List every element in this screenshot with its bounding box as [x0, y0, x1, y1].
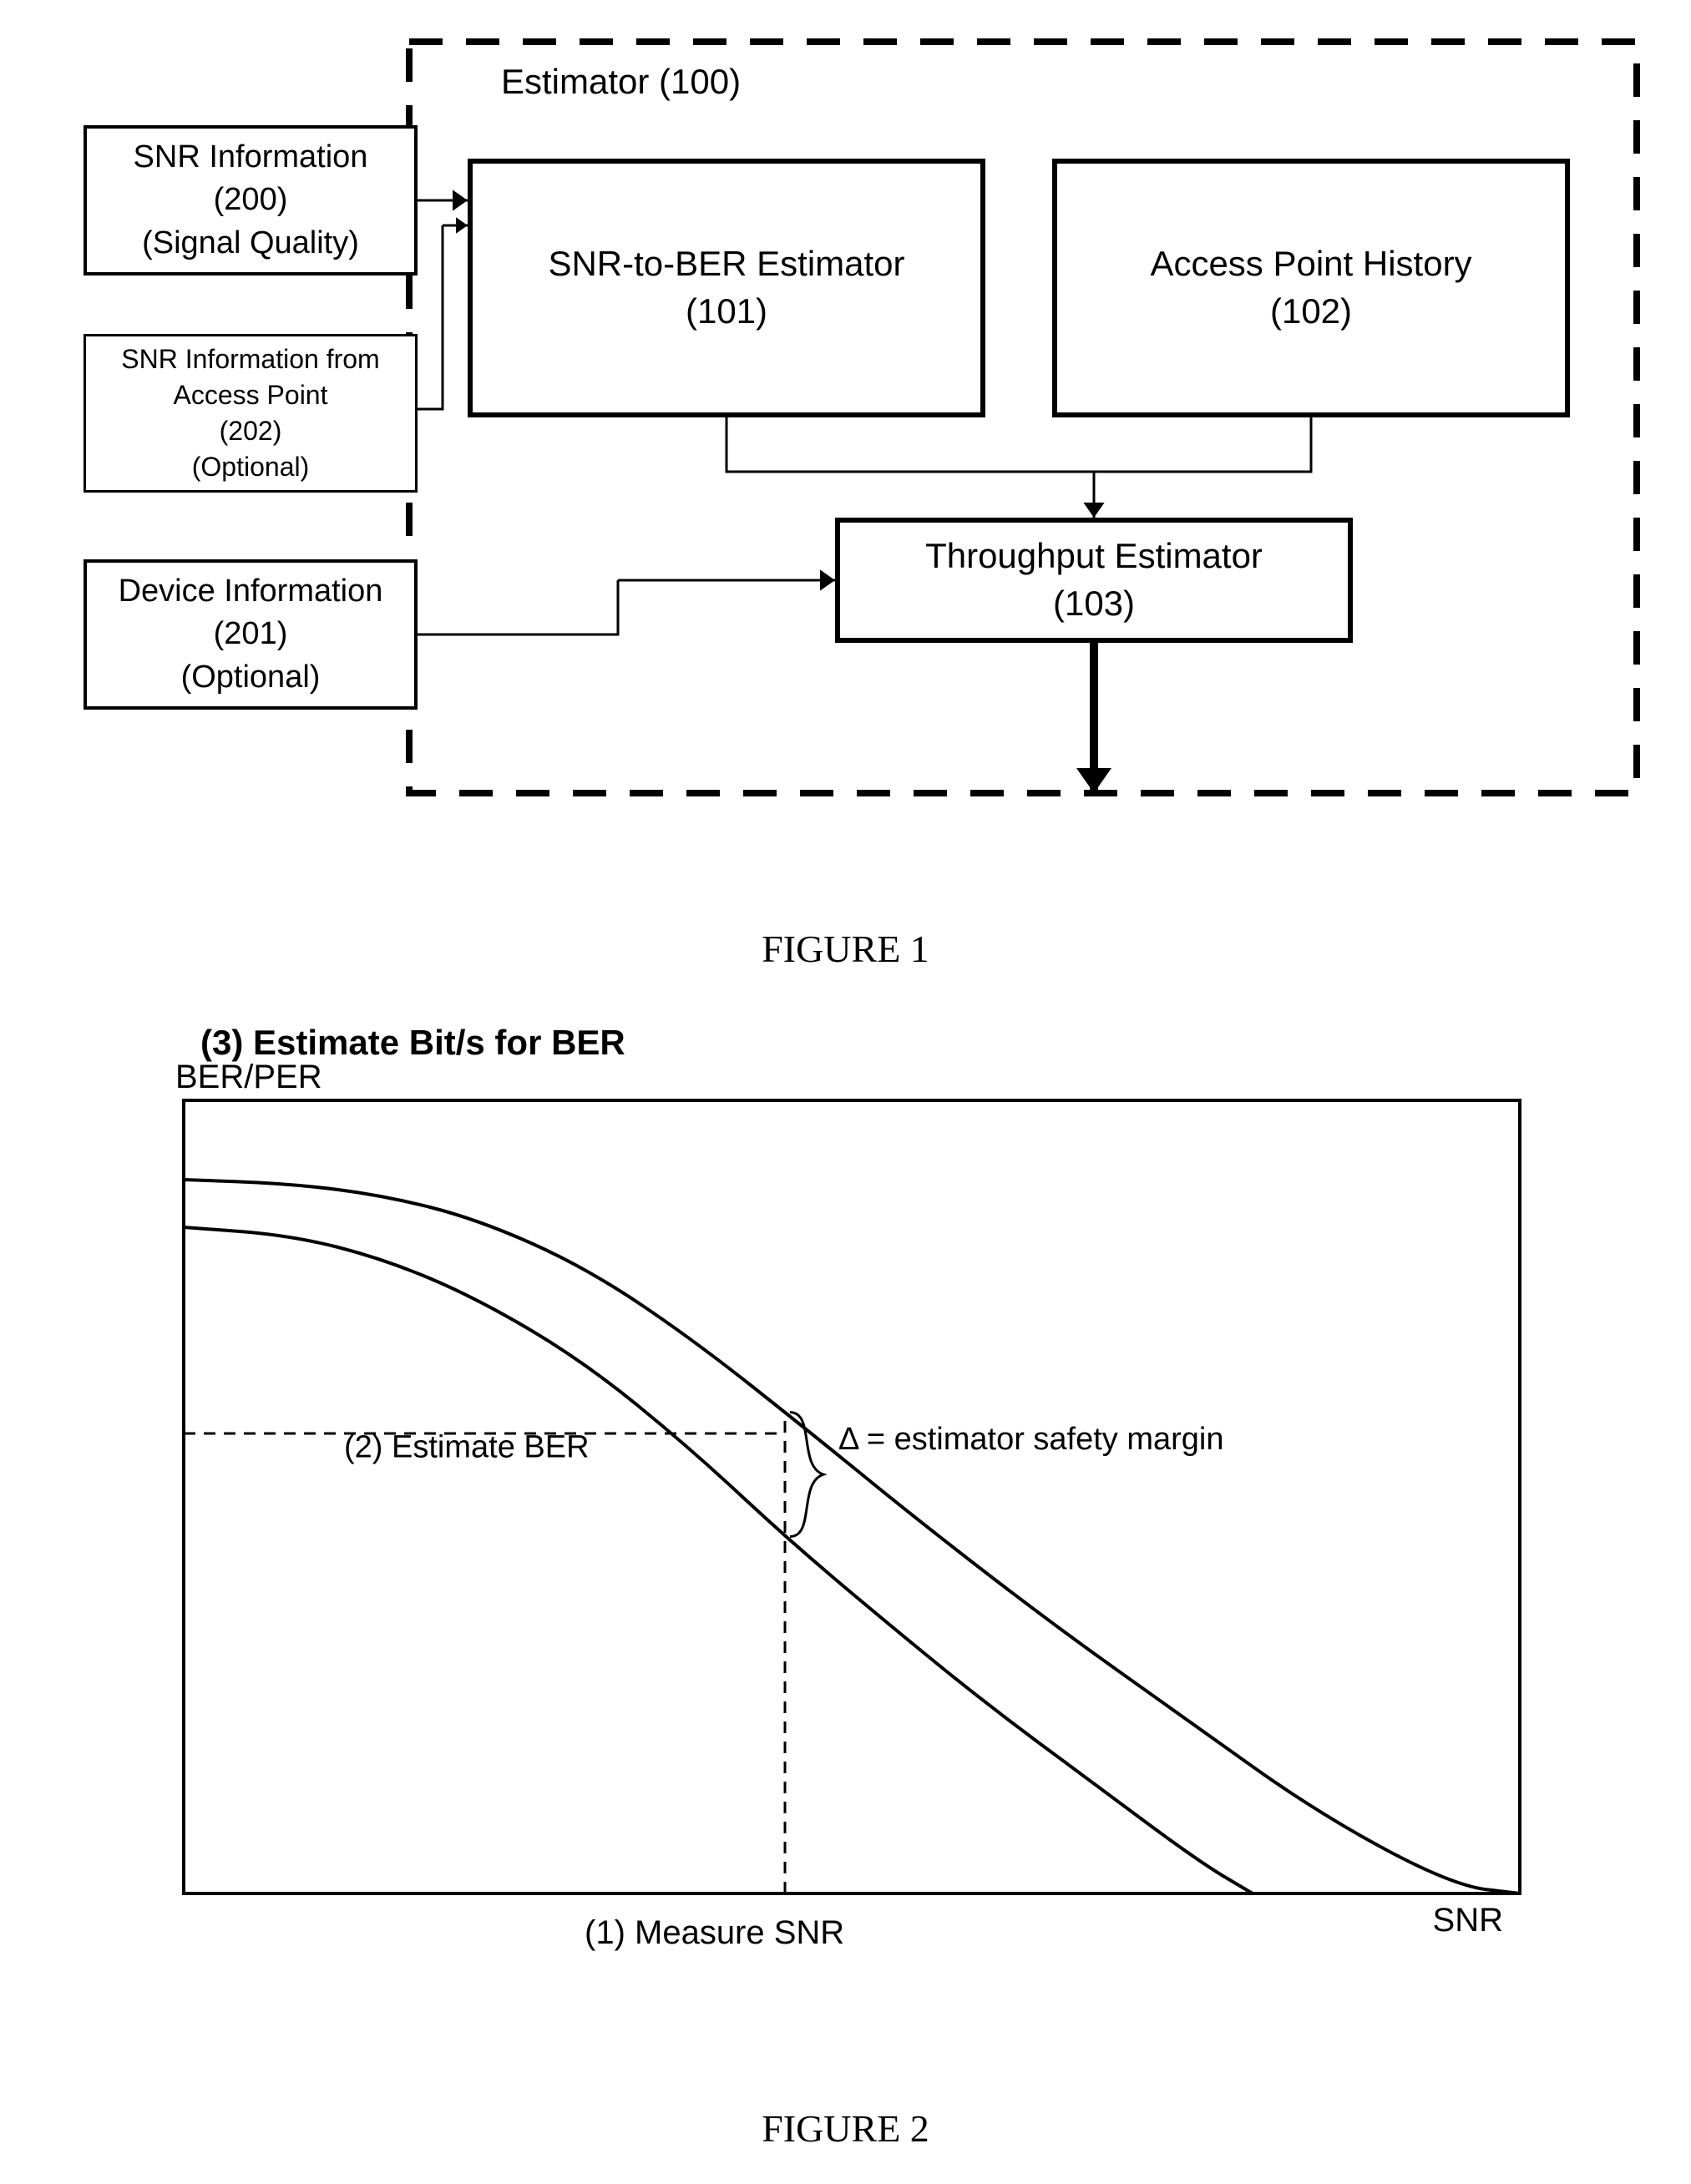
throughput-estimator-box: Throughput Estimator(103)	[835, 518, 1353, 643]
svg-text:SNR: SNR	[1433, 1902, 1503, 1939]
snr-info-access-point-box: SNR Information fromAccess Point(202)(Op…	[84, 334, 418, 493]
estimator-label: Estimator (100)	[501, 58, 741, 106]
snr-information-box: SNR Information(200)(Signal Quality)	[84, 125, 418, 276]
access-point-history-box: Access Point History(102)	[1052, 159, 1570, 417]
figure-2-caption: FIGURE 2	[33, 2106, 1658, 2151]
device-information-box: Device Information(201)(Optional)	[84, 559, 418, 710]
svg-text:(1) Measure SNR: (1) Measure SNR	[585, 1914, 844, 1951]
svg-text:(2) Estimate BER: (2) Estimate BER	[344, 1430, 590, 1465]
figure-2-svg: (3) Estimate Bit/s for BERBER/PER SNR (2) …	[33, 1004, 1658, 2090]
svg-text:(3) Estimate Bit/s for BER: (3) Estimate Bit/s for BER	[200, 1023, 625, 1062]
figure-1-caption: FIGURE 1	[33, 927, 1658, 971]
snr-to-ber-estimator-box: SNR-to-BER Estimator(101)	[468, 159, 985, 417]
svg-text:Δ = estimator safety margin: Δ = estimator safety margin	[838, 1422, 1224, 1457]
figure-2: (3) Estimate Bit/s for BERBER/PER SNR (2) …	[33, 1004, 1658, 2090]
svg-text:BER/PER: BER/PER	[175, 1059, 322, 1095]
figure-1: Estimator (100) SNR Information(200)(Sig…	[33, 33, 1658, 910]
